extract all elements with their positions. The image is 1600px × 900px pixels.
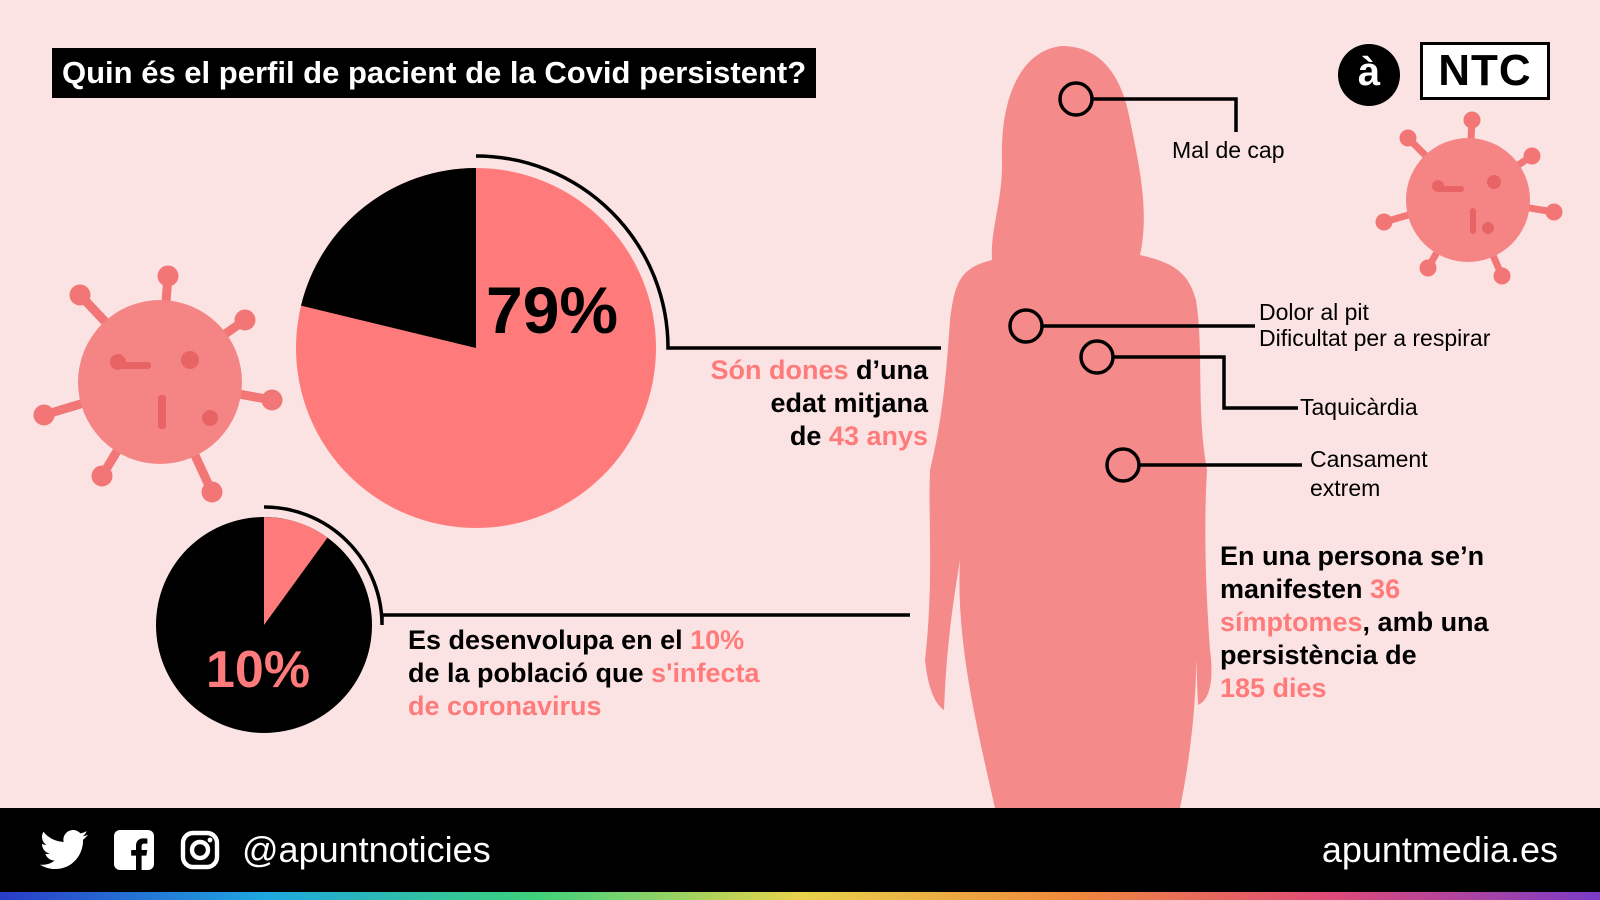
pie-leader-line: [475, 154, 941, 350]
instagram-icon[interactable]: [180, 830, 220, 870]
pie-chart-women: [296, 154, 941, 528]
stat-10-percent: 10%: [206, 641, 311, 699]
apunt-logo: à: [1338, 44, 1400, 106]
symptom-tachycardia: Taquicàrdia: [1300, 394, 1418, 420]
women-description: Són dones d’una edat mitjana de 43 anys: [710, 354, 928, 453]
symptom-headache: Mal de cap: [1172, 137, 1285, 163]
pie-slice-share: [264, 517, 328, 625]
pie-chart-persistent: [156, 505, 910, 733]
women-desc-age: 43 anys: [828, 421, 928, 451]
summary-line4: persistència de: [1220, 640, 1417, 670]
summary-text: manifesten: [1220, 574, 1371, 604]
women-desc-text: de: [789, 421, 829, 451]
symptom-fatigue-line1: Cansament: [1310, 446, 1428, 472]
rainbow-strip: [0, 892, 1600, 900]
page-title: Quin és el perfil de pacient de la Covid…: [52, 48, 817, 98]
summary-text: , amb una: [1362, 607, 1489, 637]
women-desc-highlight: Són dones: [710, 355, 849, 385]
twitter-icon[interactable]: [40, 830, 88, 870]
persistent-description: Es desenvolupa en el 10% de la població …: [408, 624, 760, 723]
virus-right-icon: [1375, 111, 1563, 285]
symptom-breathing: Dificultat per a respirar: [1259, 325, 1491, 351]
summary-symptoms: símptomes: [1220, 607, 1363, 637]
symptom-fatigue: Cansament extrem: [1310, 445, 1428, 503]
footer-bar: @apuntnoticies apuntmedia.es: [0, 808, 1600, 892]
summary-days: 185 dies: [1220, 673, 1327, 703]
woman-silhouette: [925, 46, 1212, 808]
persistent-desc-percent: 10%: [690, 625, 745, 655]
social-handle[interactable]: @apuntnoticies: [242, 829, 491, 870]
women-desc-line2: edat mitjana: [770, 388, 928, 418]
pie-slice-rest: [301, 167, 476, 348]
stat-79-percent: 79%: [486, 273, 619, 347]
symptoms-summary: En una persona se’n manifesten 36 símpto…: [1220, 540, 1489, 705]
persistent-desc-highlight: s'infecta: [651, 658, 760, 688]
summary-line1: En una persona se’n: [1220, 541, 1485, 571]
virus-left-icon: [33, 265, 283, 503]
symptom-chest-pain: Dolor al pit: [1259, 299, 1369, 325]
pie-leader-line: [263, 505, 910, 626]
facebook-icon[interactable]: [114, 830, 154, 870]
persistent-desc-text: de la població que: [408, 658, 652, 688]
ntc-logo: NTC: [1420, 42, 1550, 100]
women-desc-text: d’una: [848, 355, 928, 385]
symptom-connectors: [1008, 81, 1302, 483]
symptom-fatigue-line2: extrem: [1310, 475, 1381, 501]
persistent-desc-line3: de coronavirus: [408, 691, 602, 721]
summary-count: 36: [1370, 574, 1401, 604]
website-link[interactable]: apuntmedia.es: [1321, 829, 1558, 870]
persistent-desc-text: Es desenvolupa en el: [408, 625, 691, 655]
